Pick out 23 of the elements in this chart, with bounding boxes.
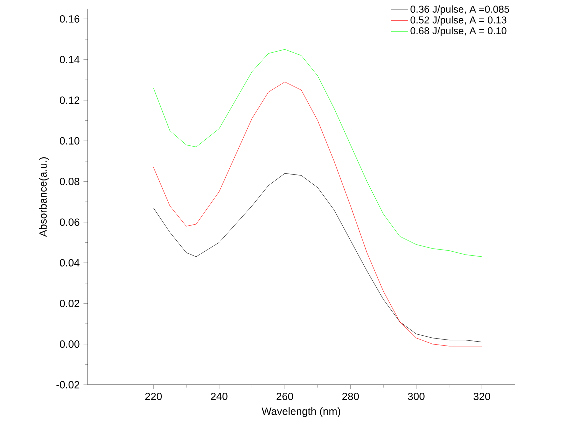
x-tick-label: 280 [342, 392, 360, 400]
y-axis-title: Absorbance(a.u.) [39, 158, 50, 238]
y-tick-label: 0.04 [60, 259, 80, 267]
y-tick-label: 0.14 [60, 56, 80, 64]
x-tick-label: 260 [276, 392, 294, 400]
legend-label: 0.52 J/pulse, A = 0.13 [410, 16, 507, 26]
y-tick-label: 0.00 [60, 340, 80, 348]
x-axis-title: Wavelength (nm) [262, 408, 340, 418]
line-series [153, 49, 482, 258]
y-tick-label: 0.06 [60, 218, 80, 226]
y-tick-label: 0.10 [60, 137, 80, 145]
legend-label: 0.36 J/pulse, A =0.085 [410, 6, 510, 15]
y-tick-label: 0.08 [60, 178, 80, 186]
y-tick-label: 0.02 [60, 300, 80, 308]
x-tick-label: 300 [408, 392, 425, 400]
x-tick-label: 220 [145, 392, 162, 400]
y-tick-label: 0.12 [60, 96, 80, 104]
line-series [153, 173, 482, 343]
x-tick-label: 320 [474, 392, 490, 400]
y-tick-label: -0.02 [56, 381, 80, 389]
legend-label: 0.68 J/pulse, A = 0.10 [410, 27, 507, 36]
y-tick-label: 0.16 [60, 15, 80, 23]
x-tick-label: 240 [211, 392, 228, 400]
